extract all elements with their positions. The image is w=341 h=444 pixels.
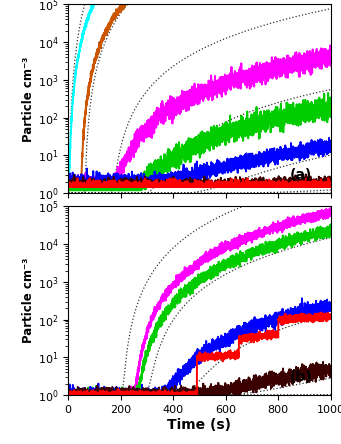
Text: (b): (b)	[290, 370, 312, 384]
Y-axis label: Particle cm⁻³: Particle cm⁻³	[22, 258, 35, 344]
Y-axis label: Particle cm⁻³: Particle cm⁻³	[22, 56, 35, 142]
Text: (a): (a)	[290, 168, 312, 182]
X-axis label: Time (s): Time (s)	[167, 418, 232, 432]
